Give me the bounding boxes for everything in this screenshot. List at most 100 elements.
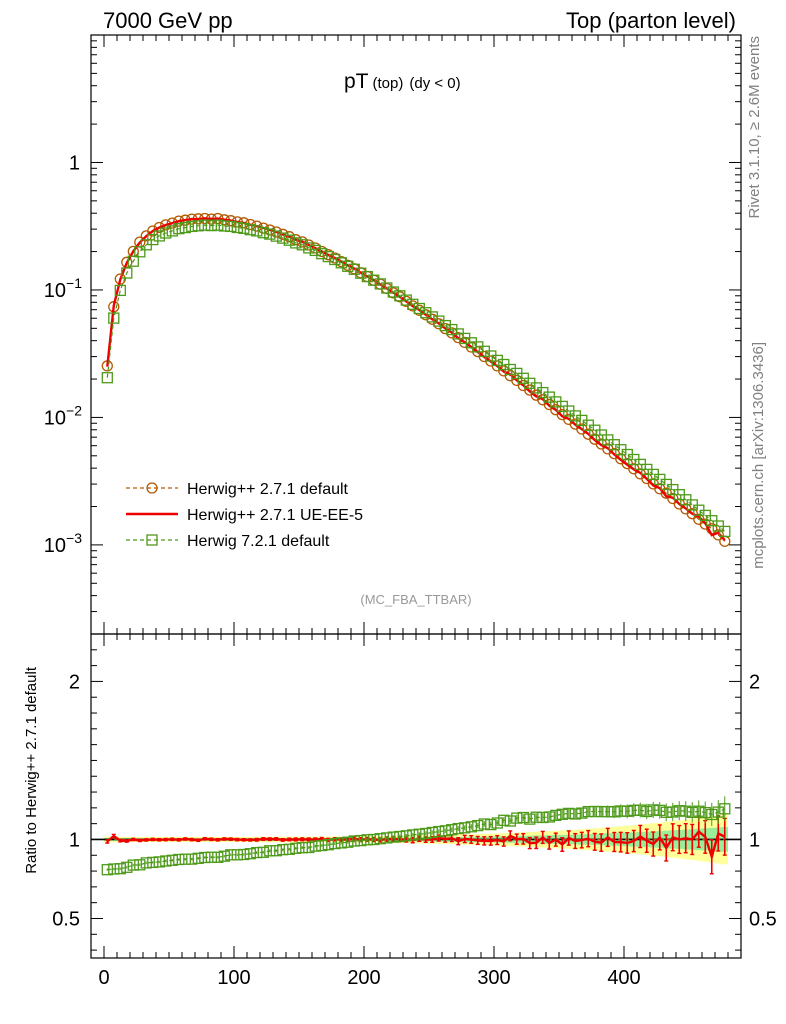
ratio-data-point-square bbox=[270, 845, 282, 857]
ratio-data-point-square bbox=[166, 854, 178, 866]
data-point-square bbox=[719, 525, 731, 538]
ratio-plot: 0.5 0.5 1 1 2 2 0 100 200 300 400 bbox=[52, 633, 777, 989]
data-point-square bbox=[238, 222, 250, 234]
ratio-data-point-square bbox=[517, 811, 529, 824]
ratio-y-tick-label: 1 bbox=[69, 829, 80, 851]
ratio-data-point-square bbox=[322, 839, 334, 851]
data-point-square bbox=[160, 227, 172, 239]
ratio-data-point-square bbox=[621, 805, 633, 817]
data-point-square bbox=[316, 248, 328, 260]
data-point-square bbox=[205, 219, 217, 232]
ratio-data-point-square bbox=[257, 846, 269, 858]
ratio-data-point-square bbox=[244, 848, 256, 860]
header-process-label: Top (parton level) bbox=[566, 8, 736, 33]
ratio-data-point-square bbox=[595, 805, 607, 818]
data-point-square bbox=[257, 227, 269, 239]
ratio-data-point-square bbox=[647, 804, 659, 816]
ratio-data-point-square bbox=[439, 825, 451, 837]
ratio-data-point-square bbox=[400, 830, 412, 842]
ratio-data-point-square bbox=[602, 805, 614, 818]
data-point-square bbox=[303, 242, 315, 254]
ratio-data-point-square bbox=[374, 833, 386, 845]
data-point-square bbox=[335, 257, 347, 269]
ratio-data-point-square bbox=[134, 859, 146, 871]
data-point-square bbox=[491, 354, 503, 367]
main-plot: 10−3 10−2 10−1 1 bbox=[44, 34, 742, 635]
ratio-data-point-square bbox=[394, 830, 406, 843]
legend: Herwig++ 2.7.1 default Herwig++ 2.7.1 UE-… bbox=[126, 481, 363, 550]
ratio-data-point-square bbox=[693, 805, 705, 817]
ratio-data-point-square bbox=[407, 829, 419, 841]
data-point-square bbox=[212, 219, 224, 231]
data-point-square bbox=[186, 220, 198, 233]
ratio-data-point-square bbox=[361, 834, 373, 846]
mcplots-reference-label: mcplots.cern.ch [arXiv:1306.3436] bbox=[750, 342, 767, 569]
ratio-data-point-square bbox=[608, 806, 620, 818]
data-point-square bbox=[322, 250, 334, 263]
data-point-square bbox=[355, 267, 367, 279]
data-point-square bbox=[413, 302, 425, 315]
ratio-data-point-square bbox=[634, 804, 646, 816]
legend-marker-circle bbox=[146, 482, 158, 494]
data-point-circle bbox=[160, 219, 172, 231]
ratio-data-point-square bbox=[277, 844, 289, 856]
ratio-data-point-square bbox=[550, 809, 562, 822]
data-point-circle bbox=[686, 508, 698, 520]
data-point-square bbox=[270, 230, 282, 242]
data-point-circle bbox=[667, 492, 679, 505]
ratio-data-point-square bbox=[381, 832, 393, 844]
data-point-square bbox=[244, 224, 256, 236]
ratio-data-point-square bbox=[303, 841, 315, 854]
data-point-square bbox=[173, 223, 185, 235]
x-tick-label: 100 bbox=[217, 967, 250, 989]
data-point-square bbox=[218, 220, 230, 232]
y-tick-label: 1 bbox=[69, 152, 80, 174]
ratio-data-point-square bbox=[433, 825, 445, 838]
ratio-data-point-square bbox=[368, 833, 380, 846]
ratio-data-point-square bbox=[329, 837, 341, 850]
x-tick-label: 200 bbox=[347, 967, 380, 989]
data-point-square bbox=[108, 312, 120, 324]
ratio-data-point-square bbox=[498, 814, 510, 826]
ratio-data-point-square bbox=[472, 819, 484, 832]
data-point-square bbox=[309, 244, 321, 257]
data-point-square bbox=[342, 260, 354, 272]
ratio-data-point-square bbox=[160, 855, 172, 867]
ratio-y-axis-label: Ratio to Herwig++ 2.7.1 default bbox=[23, 666, 40, 874]
data-point-square bbox=[127, 255, 139, 267]
main-plot-data bbox=[101, 212, 731, 547]
ratio-data-point-square bbox=[641, 805, 653, 818]
series-line-2 bbox=[106, 224, 726, 532]
ratio-data-point-square bbox=[563, 807, 575, 820]
ratio-data-point-square bbox=[296, 842, 308, 854]
x-tick-label: 400 bbox=[607, 967, 640, 989]
data-point-square bbox=[374, 278, 386, 290]
data-point-square bbox=[101, 372, 113, 384]
ratio-data-point-square bbox=[511, 812, 523, 824]
ratio-data-point-square bbox=[101, 864, 113, 876]
ratio-data-point-square bbox=[147, 856, 159, 869]
ratio-data-point-square bbox=[264, 845, 276, 857]
data-point-square bbox=[426, 311, 438, 323]
data-point-square bbox=[290, 237, 302, 249]
plot-title-sub: (top) bbox=[373, 75, 404, 92]
y-tick-label: 10−1 bbox=[44, 275, 82, 302]
data-point-square bbox=[381, 282, 393, 294]
y-tick-label: 10−2 bbox=[44, 402, 82, 429]
ratio-data-point-square bbox=[140, 857, 152, 869]
ratio-data-point-square bbox=[108, 863, 120, 875]
data-point-square bbox=[231, 221, 243, 234]
series-line-1 bbox=[106, 217, 726, 542]
data-point-square bbox=[114, 284, 126, 297]
ratio-data-point-square bbox=[654, 804, 666, 817]
ratio-data-point-square bbox=[127, 859, 139, 871]
legend-label-1: Herwig++ 2.7.1 UE-EE-5 bbox=[187, 507, 363, 524]
data-point-square bbox=[277, 232, 289, 244]
legend-marker-square bbox=[146, 534, 158, 546]
ratio-data-point-square bbox=[153, 856, 165, 868]
ratio-data-point-square bbox=[231, 849, 243, 861]
ratio-data-point-square bbox=[316, 839, 328, 852]
ratio-data-point-square bbox=[114, 863, 126, 875]
ratio-data-point-square bbox=[491, 817, 503, 829]
ratio-data-point-square bbox=[530, 811, 542, 823]
